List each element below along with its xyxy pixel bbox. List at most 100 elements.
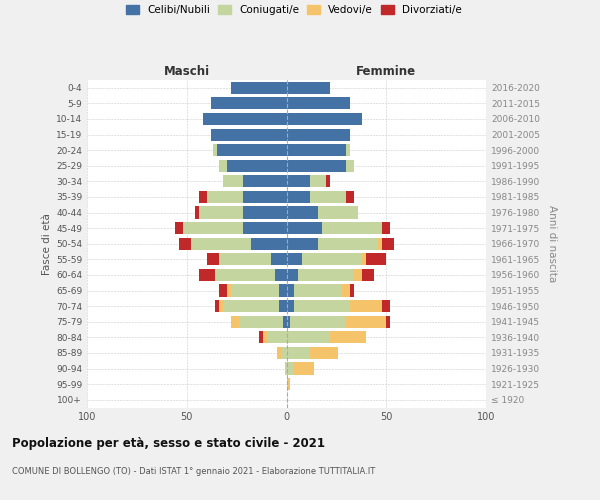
Text: Maschi: Maschi bbox=[164, 66, 210, 78]
Bar bbox=[175, 222, 183, 234]
Bar bbox=[230, 284, 278, 296]
Bar bbox=[218, 284, 227, 296]
Bar bbox=[215, 269, 275, 281]
Bar bbox=[362, 254, 367, 266]
Bar bbox=[302, 254, 362, 266]
Bar bbox=[382, 222, 390, 234]
Bar bbox=[199, 269, 215, 281]
Bar bbox=[287, 144, 346, 156]
Bar bbox=[287, 222, 322, 234]
Bar bbox=[227, 160, 287, 172]
Bar bbox=[287, 347, 310, 359]
Bar bbox=[223, 176, 242, 188]
Bar bbox=[203, 113, 287, 125]
Bar bbox=[211, 128, 287, 140]
Bar bbox=[266, 331, 287, 344]
Bar bbox=[346, 191, 355, 203]
Bar bbox=[310, 191, 346, 203]
Bar bbox=[346, 144, 350, 156]
Bar bbox=[242, 206, 287, 218]
Bar bbox=[295, 362, 314, 374]
Bar bbox=[287, 176, 310, 188]
Bar bbox=[259, 331, 263, 344]
Bar bbox=[287, 160, 346, 172]
Bar bbox=[242, 176, 287, 188]
Bar bbox=[277, 347, 281, 359]
Bar bbox=[287, 378, 290, 390]
Bar bbox=[215, 300, 218, 312]
Bar bbox=[211, 98, 287, 110]
Bar bbox=[263, 331, 266, 344]
Bar bbox=[382, 300, 390, 312]
Bar bbox=[287, 284, 295, 296]
Bar bbox=[322, 222, 382, 234]
Bar bbox=[218, 300, 223, 312]
Bar bbox=[346, 160, 355, 172]
Y-axis label: Fasce di età: Fasce di età bbox=[42, 213, 52, 274]
Bar bbox=[283, 316, 287, 328]
Bar bbox=[298, 269, 355, 281]
Bar bbox=[319, 238, 378, 250]
Bar bbox=[367, 254, 386, 266]
Bar bbox=[295, 284, 343, 296]
Bar bbox=[310, 176, 326, 188]
Bar bbox=[378, 238, 382, 250]
Bar bbox=[287, 254, 302, 266]
Bar bbox=[275, 269, 287, 281]
Bar bbox=[217, 144, 287, 156]
Bar bbox=[295, 300, 350, 312]
Bar bbox=[287, 238, 319, 250]
Bar bbox=[287, 191, 310, 203]
Bar bbox=[227, 284, 230, 296]
Bar bbox=[183, 222, 242, 234]
Bar bbox=[207, 191, 242, 203]
Bar bbox=[199, 191, 207, 203]
Bar bbox=[346, 316, 386, 328]
Bar bbox=[310, 347, 338, 359]
Bar bbox=[239, 316, 283, 328]
Bar bbox=[218, 254, 271, 266]
Bar bbox=[287, 269, 298, 281]
Bar bbox=[212, 144, 217, 156]
Bar bbox=[223, 300, 278, 312]
Bar bbox=[287, 206, 319, 218]
Bar bbox=[290, 316, 346, 328]
Bar bbox=[362, 269, 374, 281]
Text: Popolazione per età, sesso e stato civile - 2021: Popolazione per età, sesso e stato civil… bbox=[12, 438, 325, 450]
Bar bbox=[195, 206, 199, 218]
Bar bbox=[287, 128, 350, 140]
Bar bbox=[386, 316, 390, 328]
Text: COMUNE DI BOLLENGO (TO) - Dati ISTAT 1° gennaio 2021 - Elaborazione TUTTITALIA.I: COMUNE DI BOLLENGO (TO) - Dati ISTAT 1° … bbox=[12, 468, 375, 476]
Y-axis label: Anni di nascita: Anni di nascita bbox=[547, 205, 557, 282]
Bar bbox=[207, 254, 218, 266]
Bar bbox=[355, 269, 362, 281]
Bar bbox=[251, 238, 287, 250]
Bar bbox=[287, 300, 295, 312]
Bar bbox=[242, 222, 287, 234]
Bar bbox=[287, 316, 290, 328]
Bar bbox=[350, 300, 382, 312]
Bar bbox=[199, 206, 242, 218]
Bar bbox=[284, 362, 287, 374]
Bar bbox=[271, 254, 287, 266]
Bar bbox=[287, 98, 350, 110]
Bar bbox=[319, 206, 358, 218]
Legend: Celibi/Nubili, Coniugati/e, Vedovi/e, Divorziati/e: Celibi/Nubili, Coniugati/e, Vedovi/e, Di… bbox=[126, 5, 462, 15]
Bar bbox=[287, 362, 295, 374]
Bar bbox=[382, 238, 394, 250]
Bar bbox=[191, 238, 251, 250]
Bar bbox=[281, 347, 287, 359]
Bar bbox=[242, 191, 287, 203]
Bar bbox=[350, 284, 355, 296]
Bar bbox=[287, 331, 331, 344]
Bar bbox=[230, 316, 239, 328]
Text: Femmine: Femmine bbox=[356, 66, 416, 78]
Bar bbox=[287, 113, 362, 125]
Bar bbox=[287, 82, 331, 94]
Bar bbox=[218, 160, 227, 172]
Bar bbox=[230, 82, 287, 94]
Bar bbox=[343, 284, 350, 296]
Bar bbox=[278, 300, 287, 312]
Bar bbox=[179, 238, 191, 250]
Bar bbox=[278, 284, 287, 296]
